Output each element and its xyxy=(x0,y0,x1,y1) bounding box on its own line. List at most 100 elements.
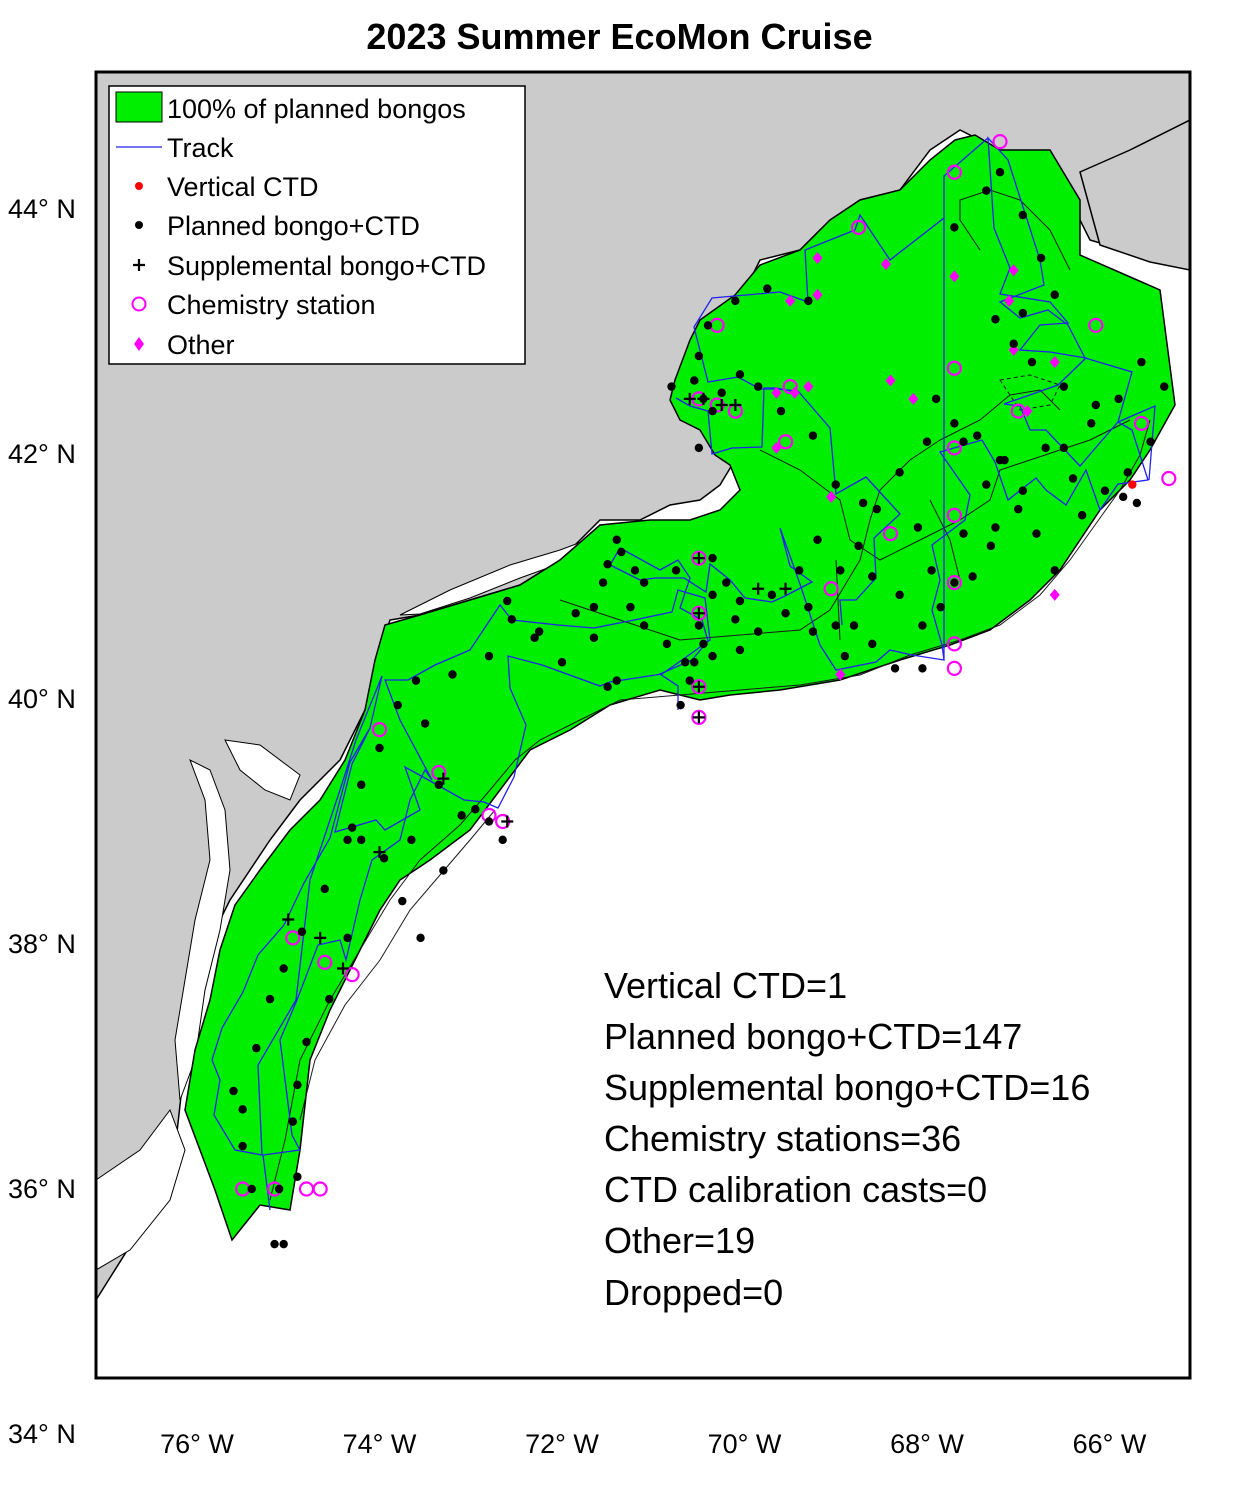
chemistry-station-marker xyxy=(1133,415,1150,431)
planned-station-marker xyxy=(781,609,790,618)
other-station-marker xyxy=(949,270,960,283)
supplemental-station-marker xyxy=(697,392,710,405)
planned-station-marker xyxy=(858,498,868,508)
supplemental-station-marker xyxy=(692,552,705,565)
planned-station-marker xyxy=(831,480,840,489)
planned-station-marker xyxy=(503,596,512,606)
summary-planned: Planned bongo+CTD=147 xyxy=(604,1016,1022,1057)
planned-station-marker xyxy=(731,615,740,624)
land-canada xyxy=(1079,119,1190,271)
planned-station-marker xyxy=(813,535,822,544)
planned-station-marker xyxy=(913,523,923,532)
planned-station-marker xyxy=(959,437,968,446)
planned-station-marker xyxy=(448,670,457,679)
chemistry-station-marker xyxy=(285,930,301,946)
planned-station-marker xyxy=(895,468,904,477)
legend-swatch-other xyxy=(134,337,144,351)
survey-area xyxy=(184,134,1176,1242)
planned-station-marker xyxy=(639,578,649,587)
planned-station-marker xyxy=(379,854,389,863)
planned-station-marker xyxy=(735,370,745,379)
planned-station-marker xyxy=(831,621,840,630)
planned-station-marker xyxy=(982,480,991,489)
other-station-marker xyxy=(885,374,896,387)
planned-station-marker xyxy=(708,406,717,416)
planned-station-marker xyxy=(676,700,685,710)
chemistry-station-marker xyxy=(946,660,962,676)
supplemental-station-marker xyxy=(683,392,696,405)
planned-station-marker xyxy=(680,658,690,667)
other-station-marker xyxy=(1008,264,1019,277)
planned-station-marker xyxy=(854,541,863,551)
planned-station-marker xyxy=(411,676,421,685)
planned-station-marker xyxy=(767,590,777,600)
latitude-tick-label: 36° N xyxy=(8,1174,76,1204)
planned-station-marker xyxy=(1027,357,1037,367)
supplemental-station-marker xyxy=(779,582,792,595)
planned-station-marker xyxy=(950,419,959,428)
planned-station-marker xyxy=(671,566,681,575)
supplemental-station-marker xyxy=(752,582,765,595)
planned-station-marker xyxy=(972,431,982,440)
planned-station-marker xyxy=(804,296,813,306)
supplemental-station-marker xyxy=(501,815,514,828)
planned-station-marker xyxy=(995,455,1005,465)
planned-station-marker xyxy=(690,376,699,385)
chemistry-station-marker xyxy=(946,575,962,591)
planned-station-marker xyxy=(639,621,649,630)
chesapeake-bay xyxy=(174,758,231,1101)
planned-station-marker xyxy=(320,884,329,894)
planned-station-marker xyxy=(347,823,357,832)
planned-station-marker xyxy=(439,866,448,875)
planned-station-marker xyxy=(325,994,334,1004)
planned-station-marker xyxy=(571,609,580,618)
planned-station-marker xyxy=(685,676,694,685)
planned-station-marker xyxy=(927,566,936,575)
legend-swatch-vertical-ctd xyxy=(135,182,143,190)
planned-station-marker xyxy=(1018,486,1028,495)
summary-other: Other=19 xyxy=(604,1220,755,1261)
chemistry-station-marker xyxy=(850,219,867,235)
cruise-track-north xyxy=(609,136,1156,710)
chemistry-station-marker xyxy=(882,526,899,542)
supplemental-station-marker xyxy=(692,680,705,693)
planned-station-marker xyxy=(950,223,959,232)
planned-station-marker xyxy=(1077,511,1087,520)
planned-station-marker xyxy=(763,284,772,293)
planned-station-marker xyxy=(293,1172,302,1181)
planned-station-marker xyxy=(918,664,927,673)
planned-station-marker xyxy=(297,927,307,936)
planned-station-marker xyxy=(1059,443,1069,453)
chemistry-station-marker xyxy=(1088,317,1104,333)
planned-station-marker xyxy=(950,578,959,587)
planned-station-marker xyxy=(498,835,507,845)
planned-station-marker xyxy=(753,627,763,636)
other-station-marker xyxy=(835,668,846,681)
supplemental-station-marker xyxy=(282,913,295,926)
planned-station-marker xyxy=(393,700,402,710)
planned-station-marker xyxy=(343,835,352,845)
longitude-tick-label: 68° W xyxy=(890,1429,964,1459)
planned-station-marker xyxy=(708,553,717,563)
longitude-tick-label: 72° W xyxy=(525,1429,599,1459)
chemistry-station-marker xyxy=(691,679,707,695)
planned-station-marker xyxy=(931,394,941,404)
planned-station-marker xyxy=(484,651,494,661)
planned-station-marker xyxy=(598,578,608,587)
other-station-marker xyxy=(880,258,891,271)
planned-station-marker xyxy=(530,633,539,642)
longitude-tick-label: 74° W xyxy=(343,1429,417,1459)
planned-station-marker xyxy=(991,523,1000,532)
planned-station-marker xyxy=(986,541,996,551)
planned-station-marker xyxy=(895,590,904,600)
planned-station-marker xyxy=(808,627,818,636)
other-station-marker xyxy=(1049,588,1060,601)
chemistry-station-marker xyxy=(946,636,962,652)
planned-station-marker xyxy=(612,535,621,544)
latitude-tick-label: 42° N xyxy=(8,439,76,469)
longitude-ticks: 76° W 74° W 72° W 70° W 68° W 66° W xyxy=(160,1429,1147,1459)
chemistry-station-marker xyxy=(1161,470,1177,487)
other-station-marker xyxy=(789,386,800,399)
planned-station-marker xyxy=(1032,529,1041,538)
